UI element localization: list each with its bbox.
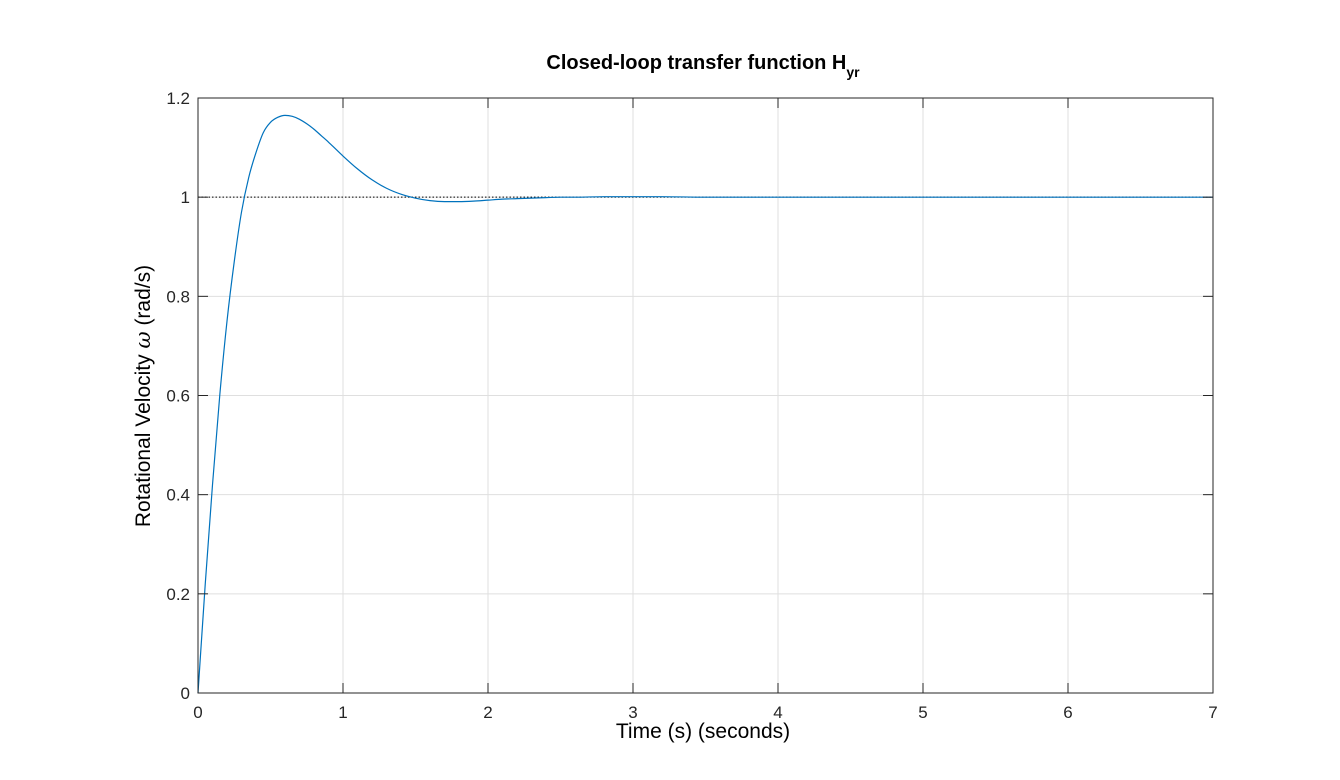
x-tick-label: 3 bbox=[628, 703, 637, 722]
x-tick-label: 4 bbox=[773, 703, 782, 722]
chart-title: Closed-loop transfer function Hyr bbox=[546, 52, 860, 80]
y-tick-label: 0 bbox=[181, 684, 190, 703]
y-axis-label-prefix: Rotational Velocity bbox=[132, 349, 155, 528]
series-layer bbox=[197, 114, 1213, 694]
y-tick-labels: 0 0.2 0.4 0.6 0.8 1 1.2 bbox=[166, 89, 190, 703]
x-tick-label: 1 bbox=[338, 703, 347, 722]
tick-marks bbox=[197, 97, 1214, 694]
y-tick-label: 1.2 bbox=[166, 89, 190, 108]
y-axis-label: Rotational Velocity ω (rad/s) bbox=[131, 265, 155, 527]
x-tick-label: 5 bbox=[918, 703, 927, 722]
x-tick-label: 2 bbox=[483, 703, 492, 722]
y-tick-label: 0.2 bbox=[166, 585, 190, 604]
x-tick-labels: 0 1 2 3 4 5 6 7 bbox=[193, 703, 1217, 722]
y-axis-label-suffix: (rad/s) bbox=[132, 265, 155, 332]
step-response-line bbox=[197, 114, 1213, 694]
chart-title-subscript: yr bbox=[846, 64, 860, 80]
x-axis-label: Time (s) (seconds) bbox=[616, 720, 790, 743]
x-tick-label: 0 bbox=[193, 703, 202, 722]
y-tick-label: 1 bbox=[181, 188, 190, 207]
x-tick-label: 7 bbox=[1208, 703, 1217, 722]
y-axis-label-symbol: ω bbox=[131, 331, 155, 348]
y-tick-label: 0.8 bbox=[166, 287, 190, 306]
y-tick-label: 0.6 bbox=[166, 387, 190, 406]
y-tick-label: 0.4 bbox=[166, 486, 190, 505]
x-tick-label: 6 bbox=[1063, 703, 1072, 722]
chart-title-main: Closed-loop transfer function H bbox=[546, 52, 846, 74]
